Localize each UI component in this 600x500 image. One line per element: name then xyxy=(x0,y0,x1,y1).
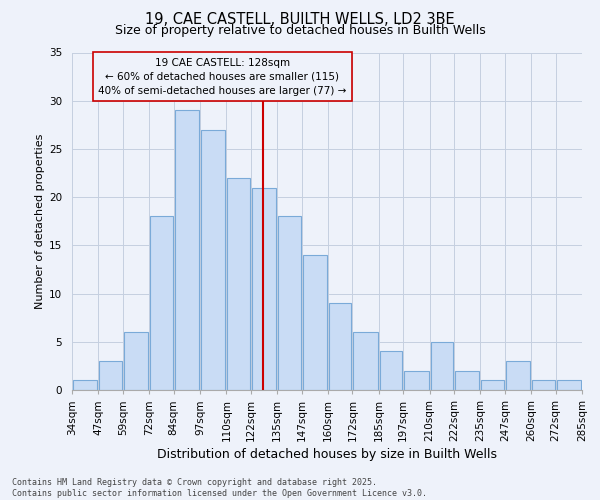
Bar xyxy=(124,332,148,390)
Bar xyxy=(278,216,301,390)
Bar xyxy=(557,380,581,390)
Text: Size of property relative to detached houses in Builth Wells: Size of property relative to detached ho… xyxy=(115,24,485,37)
Y-axis label: Number of detached properties: Number of detached properties xyxy=(35,134,45,309)
Text: 19 CAE CASTELL: 128sqm
← 60% of detached houses are smaller (115)
40% of semi-de: 19 CAE CASTELL: 128sqm ← 60% of detached… xyxy=(98,58,347,96)
Bar xyxy=(252,188,276,390)
Bar xyxy=(455,370,479,390)
Bar xyxy=(353,332,378,390)
Bar xyxy=(532,380,554,390)
Bar xyxy=(302,255,327,390)
Text: 19, CAE CASTELL, BUILTH WELLS, LD2 3BE: 19, CAE CASTELL, BUILTH WELLS, LD2 3BE xyxy=(145,12,455,28)
Bar xyxy=(175,110,199,390)
Bar xyxy=(431,342,453,390)
Bar xyxy=(506,361,530,390)
Bar xyxy=(404,370,428,390)
Bar xyxy=(380,352,402,390)
Bar xyxy=(73,380,97,390)
Bar xyxy=(227,178,250,390)
Bar xyxy=(481,380,504,390)
X-axis label: Distribution of detached houses by size in Builth Wells: Distribution of detached houses by size … xyxy=(157,448,497,461)
Bar xyxy=(150,216,173,390)
Bar xyxy=(201,130,226,390)
Bar xyxy=(100,361,122,390)
Text: Contains HM Land Registry data © Crown copyright and database right 2025.
Contai: Contains HM Land Registry data © Crown c… xyxy=(12,478,427,498)
Bar xyxy=(329,303,352,390)
